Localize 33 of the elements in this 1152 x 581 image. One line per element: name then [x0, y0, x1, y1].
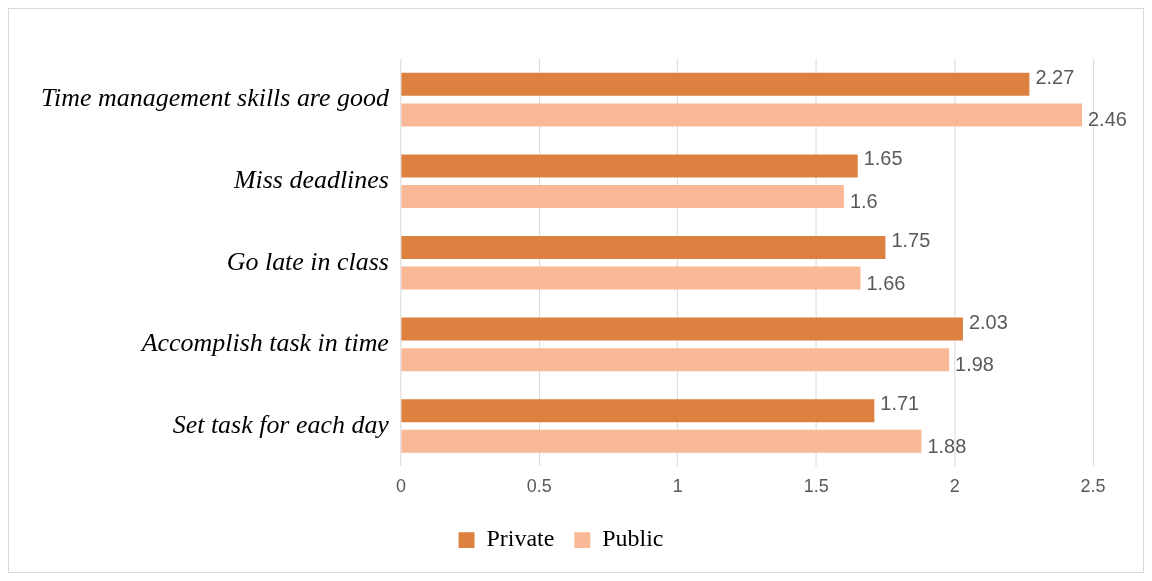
legend-label: Public	[602, 525, 664, 552]
data-label: 1.98	[955, 353, 994, 376]
data-label: 1.71	[880, 392, 920, 415]
data-label: 1.66	[866, 271, 906, 294]
bar	[401, 399, 875, 423]
data-label: 1.6	[849, 190, 878, 212]
bar	[401, 236, 886, 259]
bar	[401, 103, 1083, 127]
x-tick-label: 0	[395, 476, 406, 497]
bar	[401, 185, 844, 208]
x-tick-label: 2.5	[1080, 476, 1106, 497]
data-label: 2.27	[1035, 65, 1075, 88]
bar	[401, 154, 858, 178]
y-tick-label: Miss deadlines	[232, 165, 389, 195]
bar	[401, 266, 861, 290]
y-tick-label: Set task for each day	[172, 409, 390, 439]
bar	[401, 72, 1030, 96]
y-tick-label: Time management skills are good	[41, 83, 390, 113]
data-label: 2.46	[1088, 108, 1127, 131]
data-label: 1.65	[863, 147, 903, 170]
bar	[401, 348, 950, 372]
y-tick-label: Go late in class	[226, 246, 389, 276]
y-tick-label: Accomplish task in time	[139, 328, 389, 358]
bar	[401, 429, 922, 453]
data-label: 1.75	[891, 229, 931, 252]
x-tick-label: 1	[672, 476, 683, 497]
data-label: 1.88	[927, 434, 967, 457]
bar	[401, 317, 963, 341]
x-tick-label: 2	[949, 476, 960, 497]
data-label: 2.03	[968, 310, 1008, 333]
x-tick-label: 0.5	[526, 476, 552, 497]
legend-label: Private	[486, 525, 555, 552]
x-tick-label: 1.5	[803, 476, 829, 497]
